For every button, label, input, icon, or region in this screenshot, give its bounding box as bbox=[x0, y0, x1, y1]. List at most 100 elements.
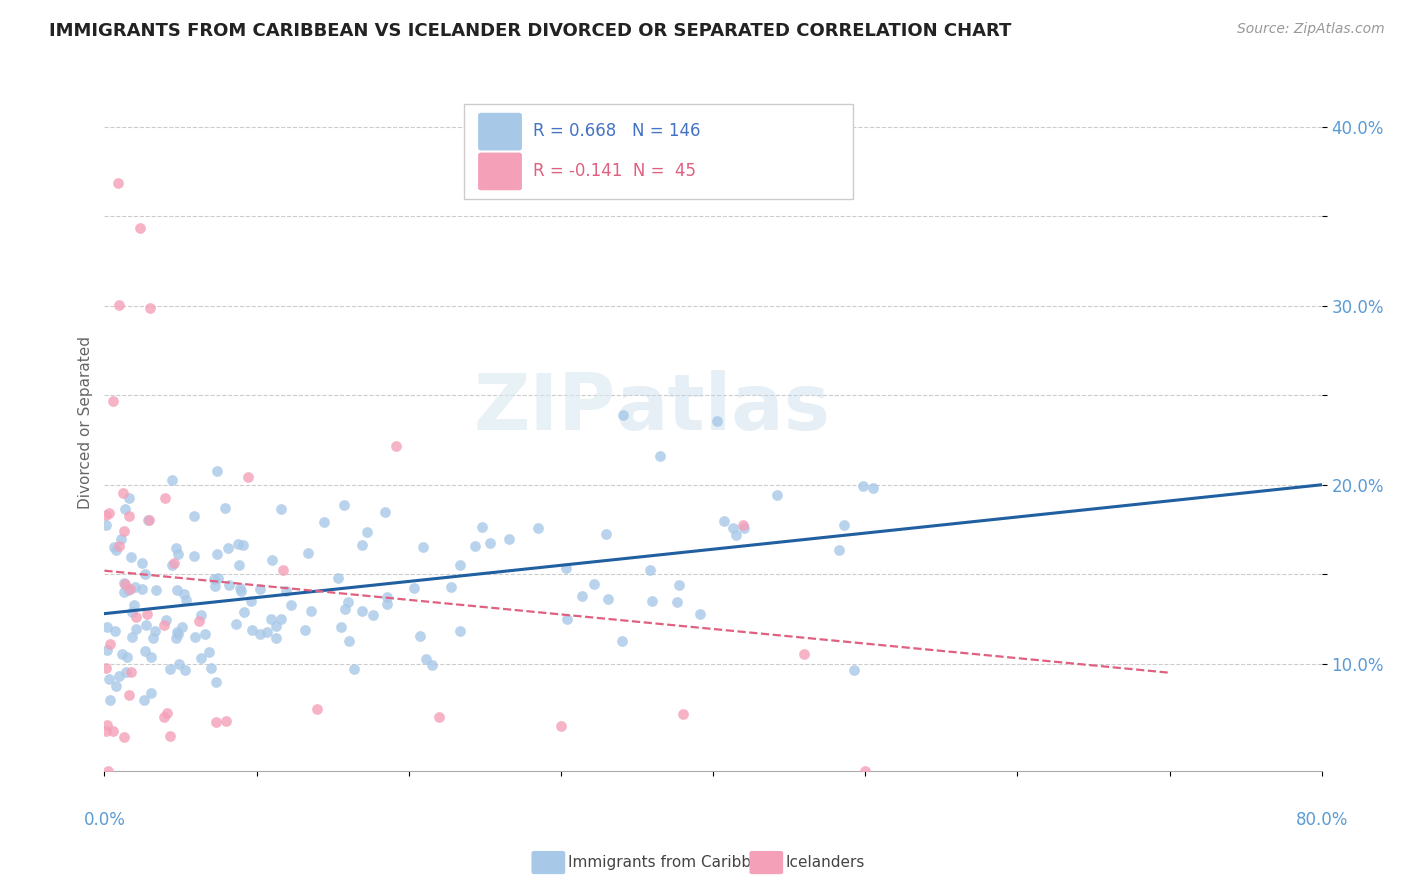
Point bbox=[183, 549, 205, 564]
Point bbox=[409, 629, 432, 643]
Point bbox=[706, 414, 728, 428]
Point bbox=[356, 525, 378, 540]
Point bbox=[498, 532, 520, 546]
Point bbox=[214, 501, 236, 516]
Point bbox=[205, 547, 228, 561]
Point bbox=[449, 624, 471, 639]
Point bbox=[550, 719, 572, 733]
Point bbox=[240, 593, 263, 607]
Point bbox=[190, 607, 212, 622]
Point bbox=[103, 394, 125, 409]
Point bbox=[183, 509, 205, 524]
Point bbox=[215, 714, 238, 728]
Point bbox=[689, 607, 711, 622]
Point bbox=[134, 644, 156, 658]
Point bbox=[121, 630, 143, 644]
Point bbox=[125, 623, 148, 637]
FancyBboxPatch shape bbox=[478, 153, 522, 190]
Point bbox=[294, 623, 316, 637]
Point bbox=[205, 674, 228, 689]
Point bbox=[138, 513, 160, 527]
Point bbox=[232, 538, 254, 552]
Point bbox=[339, 633, 361, 648]
Point bbox=[98, 637, 121, 651]
Point bbox=[143, 624, 166, 639]
Point bbox=[527, 521, 550, 535]
Point bbox=[374, 505, 396, 519]
Text: Immigrants from Caribbean: Immigrants from Caribbean bbox=[568, 855, 780, 870]
Point bbox=[174, 593, 197, 607]
Point bbox=[120, 665, 142, 679]
Point bbox=[94, 724, 117, 739]
Point bbox=[299, 604, 322, 618]
Point bbox=[94, 518, 117, 533]
Point bbox=[249, 582, 271, 596]
Point bbox=[112, 585, 135, 599]
Point bbox=[202, 573, 225, 587]
Point bbox=[264, 619, 287, 633]
Point bbox=[107, 176, 129, 190]
Point bbox=[205, 714, 228, 729]
Point bbox=[672, 707, 695, 722]
Point bbox=[555, 561, 578, 575]
FancyBboxPatch shape bbox=[464, 104, 853, 199]
Point bbox=[167, 547, 190, 561]
Point bbox=[198, 645, 221, 659]
Point bbox=[260, 553, 283, 567]
Point bbox=[249, 626, 271, 640]
Point bbox=[135, 618, 157, 632]
Point bbox=[134, 566, 156, 581]
Point bbox=[111, 647, 134, 661]
Point bbox=[190, 651, 212, 665]
Point bbox=[260, 612, 283, 626]
FancyBboxPatch shape bbox=[478, 112, 522, 151]
Point bbox=[610, 634, 633, 648]
Point bbox=[648, 449, 671, 463]
Point bbox=[193, 627, 215, 641]
Point bbox=[94, 660, 117, 674]
Point bbox=[270, 501, 292, 516]
Point bbox=[170, 620, 193, 634]
Point bbox=[136, 513, 159, 527]
Point bbox=[470, 520, 492, 534]
Point bbox=[375, 597, 398, 611]
Point bbox=[236, 470, 259, 484]
Point bbox=[118, 491, 141, 505]
Point bbox=[226, 536, 249, 550]
Point bbox=[120, 550, 142, 565]
Point bbox=[114, 577, 136, 591]
Point bbox=[264, 631, 287, 645]
Point bbox=[97, 764, 120, 779]
Point bbox=[165, 631, 187, 645]
Point bbox=[134, 692, 156, 706]
Point bbox=[107, 669, 129, 683]
Point bbox=[110, 532, 132, 546]
Point bbox=[112, 730, 135, 744]
Point bbox=[218, 578, 240, 592]
Point bbox=[124, 581, 146, 595]
Point bbox=[166, 624, 188, 639]
Point bbox=[638, 563, 661, 577]
Point bbox=[571, 589, 593, 603]
Point bbox=[422, 657, 444, 672]
Point bbox=[330, 620, 353, 634]
Point bbox=[828, 542, 851, 557]
Point bbox=[131, 556, 153, 570]
Point bbox=[231, 584, 253, 599]
Point bbox=[217, 541, 239, 555]
Point bbox=[312, 515, 335, 529]
Point bbox=[862, 481, 884, 495]
Point bbox=[166, 541, 188, 555]
Point bbox=[641, 594, 664, 608]
Point bbox=[96, 718, 118, 732]
Point bbox=[120, 582, 142, 596]
Point bbox=[449, 558, 471, 573]
Point bbox=[766, 488, 789, 502]
Point bbox=[274, 584, 297, 599]
Point bbox=[583, 577, 606, 591]
Point bbox=[665, 595, 688, 609]
Point bbox=[793, 647, 815, 661]
Point bbox=[112, 524, 135, 538]
Point bbox=[163, 556, 186, 570]
Point bbox=[155, 491, 177, 505]
